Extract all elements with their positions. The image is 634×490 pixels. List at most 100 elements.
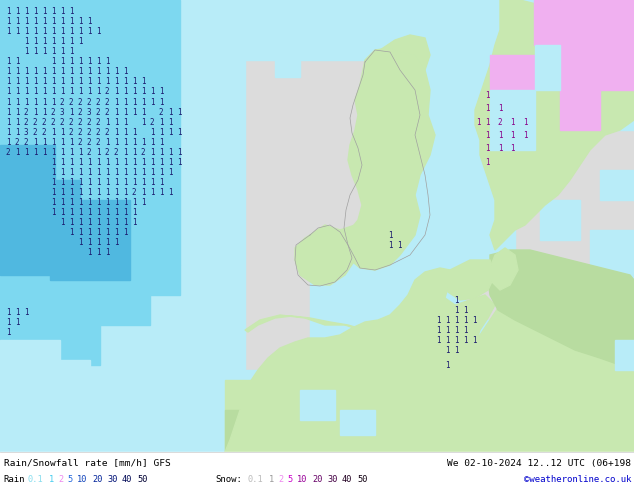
Bar [0, 452, 634, 490]
Bar [0, 180, 80, 275]
Text: 1: 1 [484, 130, 489, 140]
Text: 1: 1 [123, 98, 127, 106]
Text: 1: 1 [51, 77, 55, 87]
Text: 1: 1 [60, 27, 64, 36]
Text: 1: 1 [484, 91, 489, 99]
Text: 1: 1 [78, 218, 82, 226]
Text: 1: 1 [42, 7, 46, 17]
Text: 1: 1 [158, 188, 164, 196]
Text: 1: 1 [78, 188, 82, 196]
Bar [0, 0, 100, 230]
Text: 1: 1 [510, 118, 514, 126]
Text: 1: 1 [68, 197, 74, 206]
Text: 1: 1 [68, 107, 74, 117]
Polygon shape [445, 260, 495, 300]
Text: 1: 1 [87, 188, 91, 196]
Text: 1: 1 [68, 207, 74, 217]
Text: 1: 1 [51, 157, 55, 167]
Text: 1: 1 [444, 345, 450, 354]
Text: 1: 1 [123, 147, 127, 156]
Text: 1: 1 [123, 197, 127, 206]
Text: 1: 1 [141, 118, 145, 126]
Polygon shape [475, 0, 634, 250]
Text: 1: 1 [123, 218, 127, 226]
Text: 2: 2 [96, 138, 100, 147]
Text: 1: 1 [42, 77, 46, 87]
Text: 1: 1 [177, 107, 181, 117]
Bar [465, 0, 634, 50]
Text: 2: 2 [105, 147, 109, 156]
Text: 0.1: 0.1 [248, 474, 264, 484]
Text: 1: 1 [141, 98, 145, 106]
Text: 50: 50 [357, 474, 368, 484]
Text: 1: 1 [105, 138, 109, 147]
Text: 1: 1 [15, 98, 19, 106]
Text: 1: 1 [6, 318, 10, 326]
Text: 1: 1 [123, 77, 127, 87]
Text: 1: 1 [105, 188, 109, 196]
Text: 1: 1 [51, 207, 55, 217]
Text: 1: 1 [51, 177, 55, 187]
Text: 1: 1 [132, 147, 136, 156]
Bar [515, 0, 634, 130]
Text: 1: 1 [87, 218, 91, 226]
Text: 2: 2 [33, 127, 37, 137]
Text: 2: 2 [87, 98, 91, 106]
Bar [50, 200, 130, 280]
Text: 1: 1 [167, 118, 172, 126]
Text: 1: 1 [150, 168, 154, 176]
Text: 1: 1 [6, 118, 10, 126]
Text: 1: 1 [463, 305, 467, 315]
Text: 1: 1 [96, 188, 100, 196]
Text: 1: 1 [96, 207, 100, 217]
Text: 1: 1 [78, 147, 82, 156]
Text: 1: 1 [68, 48, 74, 56]
Text: 1: 1 [113, 157, 119, 167]
Text: 2: 2 [60, 118, 64, 126]
Text: 1: 1 [87, 247, 91, 256]
Text: 1: 1 [60, 18, 64, 26]
Text: 1: 1 [51, 7, 55, 17]
Text: 1: 1 [113, 68, 119, 76]
Text: 1: 1 [463, 325, 467, 335]
Bar [534, 0, 560, 45]
Text: 10: 10 [77, 474, 87, 484]
Text: 1: 1 [141, 177, 145, 187]
Text: 1: 1 [96, 157, 100, 167]
Text: 1: 1 [105, 197, 109, 206]
Text: 1: 1 [269, 474, 274, 484]
Text: 2: 2 [96, 107, 100, 117]
Text: 1: 1 [150, 147, 154, 156]
Text: 1: 1 [6, 308, 10, 317]
Text: 1: 1 [132, 157, 136, 167]
Text: 1: 1 [51, 18, 55, 26]
Text: 1: 1 [436, 325, 440, 335]
Text: 1: 1 [87, 57, 91, 67]
Text: 1: 1 [42, 48, 46, 56]
Text: 1: 1 [68, 57, 74, 67]
Text: 1: 1 [68, 68, 74, 76]
Text: 1: 1 [177, 147, 181, 156]
Text: 1: 1 [113, 77, 119, 87]
Text: 2: 2 [58, 474, 63, 484]
Text: 1: 1 [387, 230, 392, 240]
Text: 1: 1 [51, 88, 55, 97]
Text: 3: 3 [87, 107, 91, 117]
Text: 1: 1 [6, 57, 10, 67]
Text: 1: 1 [436, 336, 440, 344]
Text: 1: 1 [6, 88, 10, 97]
Polygon shape [380, 35, 430, 70]
Text: 1: 1 [60, 48, 64, 56]
Text: 10: 10 [297, 474, 307, 484]
Text: 1: 1 [87, 207, 91, 217]
Text: 1: 1 [522, 130, 527, 140]
Text: 1: 1 [87, 227, 91, 237]
Text: 1: 1 [51, 98, 55, 106]
Text: 1: 1 [113, 118, 119, 126]
Text: 1: 1 [51, 68, 55, 76]
Text: 1: 1 [444, 325, 450, 335]
Bar [0, 340, 60, 395]
Text: 1: 1 [96, 168, 100, 176]
Text: 1: 1 [123, 138, 127, 147]
Text: 1: 1 [23, 48, 29, 56]
